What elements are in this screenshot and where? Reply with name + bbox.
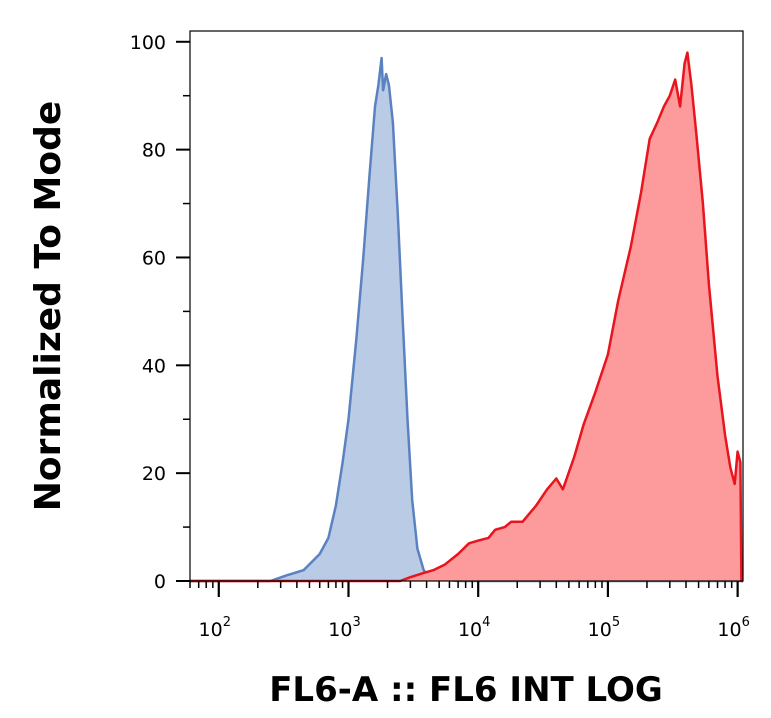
series-2-line — [190, 51, 743, 583]
y-tick-label: 20 — [142, 463, 166, 485]
y-axis-title: Normalized To Mode — [28, 101, 69, 512]
y-tick-label: 100 — [130, 32, 166, 54]
series-2-area — [190, 52, 743, 582]
plot-frame — [189, 30, 744, 582]
axis-layer: 0 20 40 60 80 100 102 103 104 105 106 — [130, 32, 750, 641]
x-axis-title: FL6-A :: FL6 INT LOG — [269, 670, 663, 710]
x-tick-label: 103 — [328, 615, 360, 641]
y-tick-label: 40 — [142, 355, 166, 377]
series-1-line — [190, 56, 743, 583]
y-tick-label: 80 — [142, 140, 166, 162]
y-tick-label: 0 — [154, 571, 166, 593]
x-tick-label: 104 — [458, 615, 490, 641]
x-tick-label: 106 — [717, 615, 749, 641]
x-tick-label: 102 — [199, 615, 231, 641]
series-layer — [190, 51, 743, 583]
x-tick-label: 105 — [588, 615, 620, 641]
y-tick-label: 60 — [142, 247, 166, 269]
